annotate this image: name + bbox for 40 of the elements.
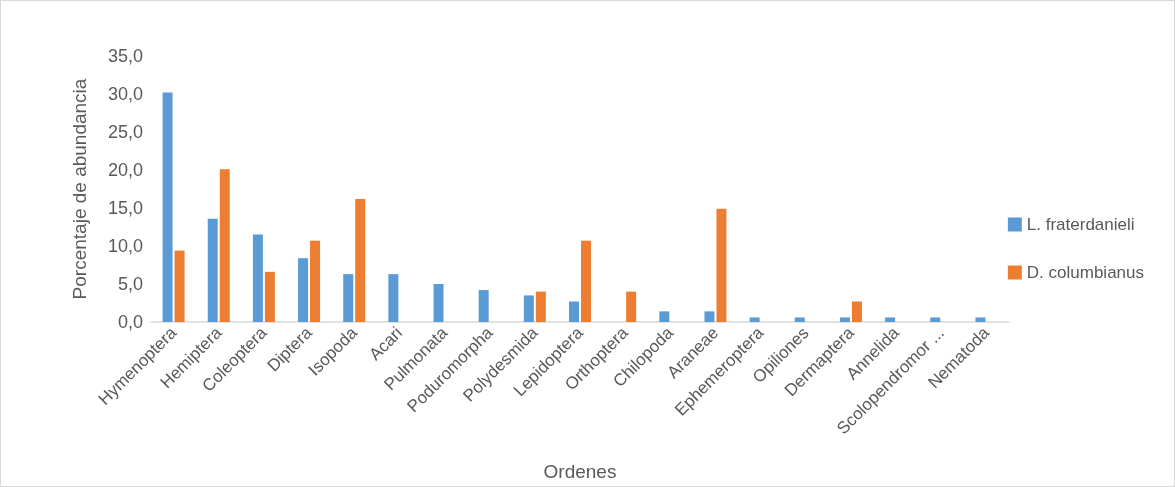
bar [174,250,185,322]
bar [626,291,637,322]
bar [581,240,591,322]
bar [794,317,805,322]
legend-label: L. fraterdanieli [1026,215,1135,234]
y-tick-label: 0,0 [117,312,143,332]
bar [535,291,546,322]
bar [478,290,489,322]
y-tick-label: 15,0 [107,198,143,218]
y-axis-title: Porcentaje de abundancia [69,78,90,300]
bar [885,317,896,322]
bar [207,218,218,322]
bar [839,317,850,322]
bar [310,240,321,322]
legend-label: D. columbianus [1026,263,1145,282]
bar [388,274,399,322]
bar [704,311,715,322]
bar [433,284,444,322]
bar [343,274,354,322]
x-axis-title: Ordenes [543,461,617,482]
y-tick-label: 25,0 [107,122,143,142]
bar [252,234,263,322]
y-tick-label: 30,0 [107,84,143,104]
y-tick-label: 5,0 [117,274,143,294]
bar [851,301,862,322]
y-tick-label: 10,0 [107,236,143,256]
bar [716,208,727,322]
y-tick-label: 20,0 [107,160,143,180]
bar [219,169,230,322]
bar [569,301,579,322]
bar [162,92,173,322]
y-tick-label: 35,0 [107,46,143,66]
bar [523,295,534,322]
bar [355,198,366,322]
bar [264,271,275,322]
bar [659,311,670,322]
bar [975,317,986,322]
bar [298,258,309,322]
bar [930,317,941,322]
bar [749,317,760,322]
